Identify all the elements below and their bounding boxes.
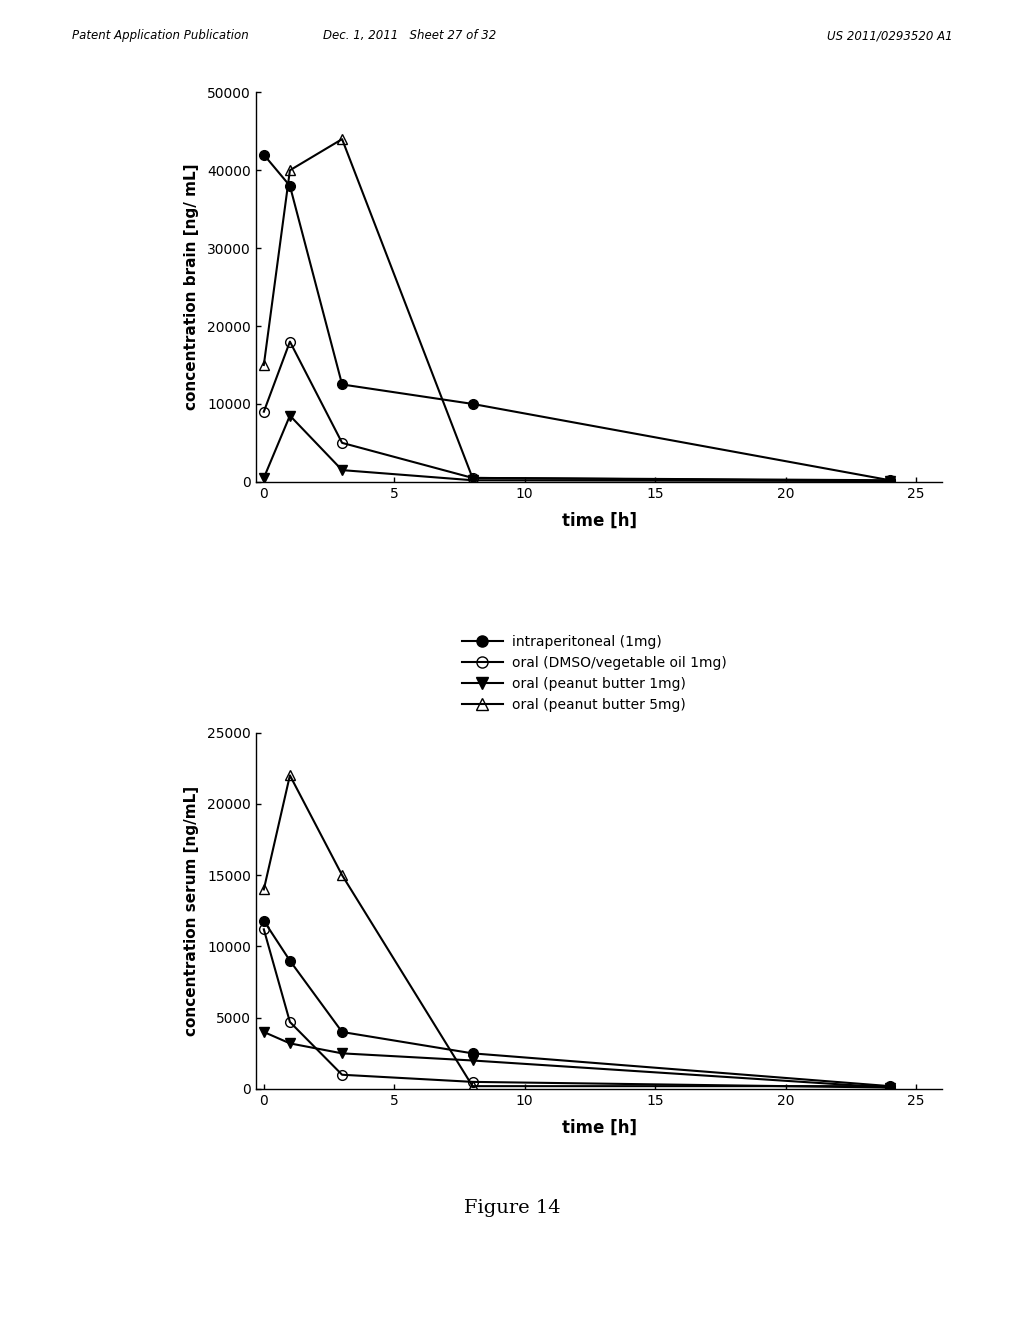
Y-axis label: concentration serum [ng/mL]: concentration serum [ng/mL] <box>184 785 199 1036</box>
Y-axis label: concentration brain [ng/ mL]: concentration brain [ng/ mL] <box>184 164 199 411</box>
Text: Patent Application Publication: Patent Application Publication <box>72 29 249 42</box>
X-axis label: time [h]: time [h] <box>561 1119 637 1137</box>
Legend: intraperitoneal (1mg), oral (DMSO/vegetable oil 1mg), oral (peanut butter 1mg), : intraperitoneal (1mg), oral (DMSO/vegeta… <box>462 635 726 711</box>
Text: Dec. 1, 2011   Sheet 27 of 32: Dec. 1, 2011 Sheet 27 of 32 <box>323 29 497 42</box>
Text: Figure 14: Figure 14 <box>464 1199 560 1217</box>
Text: US 2011/0293520 A1: US 2011/0293520 A1 <box>826 29 952 42</box>
X-axis label: time [h]: time [h] <box>561 512 637 529</box>
